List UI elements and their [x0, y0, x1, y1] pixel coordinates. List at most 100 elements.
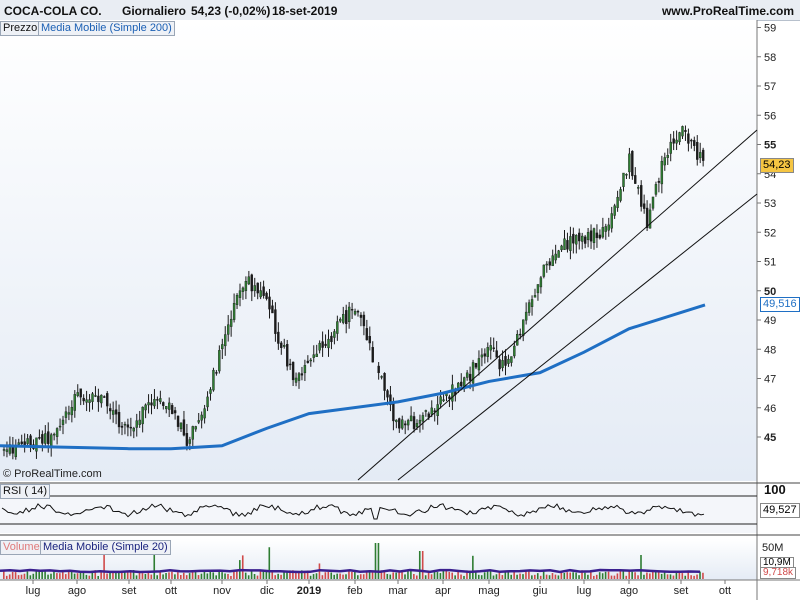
price-candle	[356, 309, 360, 317]
volume-bar	[480, 575, 483, 579]
price-candle	[224, 326, 227, 356]
price-candle	[123, 421, 127, 435]
volume-bar	[88, 575, 91, 579]
volume-bar	[492, 575, 495, 579]
price-candle	[430, 400, 433, 418]
price-candle	[359, 312, 363, 327]
price-candle	[365, 319, 369, 341]
trendline[interactable]	[397, 193, 758, 481]
volume-bar	[466, 570, 468, 579]
price-candle	[607, 217, 610, 237]
price-candle	[701, 147, 705, 167]
volume-bar	[528, 571, 530, 579]
price-candle	[244, 276, 248, 300]
volume-bar	[230, 575, 232, 579]
price-candle	[451, 374, 454, 411]
volume-bar	[418, 551, 421, 579]
volume-bar	[424, 575, 427, 579]
volume-bar	[392, 572, 394, 579]
rsi-badge: 49,527	[760, 503, 800, 518]
price-candle	[265, 291, 268, 301]
volume-bar	[203, 571, 206, 579]
volume-bar	[489, 570, 492, 579]
price-candle	[324, 334, 327, 349]
volume-ma-label[interactable]: Media Mobile (Simple 20)	[40, 540, 171, 555]
price-candle	[418, 414, 422, 433]
volume-bar	[241, 555, 244, 579]
price-candle	[657, 177, 661, 193]
price-candle	[581, 232, 584, 250]
price-candle	[347, 302, 351, 329]
price-candle	[595, 224, 599, 248]
volume-bar	[601, 573, 604, 579]
volume-bar	[209, 570, 212, 579]
volume-bar	[407, 571, 409, 579]
price-candle	[412, 411, 416, 433]
volume-bar	[11, 571, 14, 579]
volume-bar	[365, 571, 368, 579]
price-candle	[58, 418, 62, 431]
volume-bar	[421, 551, 424, 579]
price-candle	[404, 420, 407, 435]
volume-bar	[109, 571, 111, 579]
volume-panel-label[interactable]: Volume	[0, 540, 43, 555]
volume-bar	[300, 570, 303, 579]
volume-bar	[73, 573, 76, 579]
volume-bar	[383, 570, 386, 579]
volume-bar	[200, 573, 203, 579]
price-candle	[486, 342, 489, 363]
trendline[interactable]	[357, 129, 758, 481]
volume-bar	[118, 572, 120, 579]
volume-bar	[188, 573, 191, 579]
price-candle	[85, 390, 88, 412]
volume-bar	[545, 574, 548, 579]
volume-bar	[236, 571, 238, 579]
volume-bar	[501, 575, 504, 579]
volume-bar	[206, 573, 209, 579]
time-axis-tick-label: ago	[68, 585, 86, 597]
volume-bar	[147, 572, 150, 579]
price-candle	[277, 322, 280, 350]
price-candle	[100, 394, 103, 408]
price-candle	[634, 167, 637, 184]
price-candle	[495, 341, 498, 358]
price-candle	[262, 280, 265, 299]
price-axis-tick-label: 59	[764, 23, 776, 35]
price-candle	[144, 403, 147, 419]
volume-bar	[669, 574, 672, 579]
volume-bar	[377, 543, 380, 579]
price-candle	[206, 391, 209, 412]
site-link[interactable]: www.ProRealTime.com	[661, 4, 794, 18]
volume-bar	[194, 570, 197, 579]
price-ma-label[interactable]: Media Mobile (Simple 200)	[38, 21, 175, 36]
volume-bar	[271, 570, 274, 579]
volume-bar	[215, 575, 217, 579]
price-candle	[268, 288, 271, 319]
time-axis-tick-label: set	[674, 585, 689, 597]
rsi-panel-label[interactable]: RSI ( 14)	[0, 484, 51, 499]
price-candle	[176, 415, 180, 432]
volume-bar	[339, 573, 341, 579]
price-candle	[327, 329, 330, 357]
volume-bar	[26, 571, 29, 579]
price-candle	[106, 391, 109, 414]
volume-bar	[702, 572, 704, 579]
volume-bar	[359, 574, 362, 579]
price-candle	[622, 172, 625, 192]
time-axis-tick-label: dic	[260, 585, 275, 597]
volume-bar	[613, 575, 616, 579]
volume-bar	[286, 572, 288, 579]
price-candle	[604, 223, 607, 240]
volume-bar	[153, 548, 156, 579]
price-candle	[114, 400, 118, 425]
time-axis-tick-label: ott	[719, 585, 731, 597]
volume-bar	[436, 572, 439, 579]
price-candle	[309, 357, 312, 367]
volume-bar	[690, 575, 692, 579]
price-candle	[170, 403, 174, 415]
price-candle	[91, 392, 94, 410]
volume-bar	[345, 574, 347, 579]
volume-bar	[475, 571, 477, 579]
volume-bar	[121, 571, 123, 579]
price-candle	[625, 173, 628, 179]
